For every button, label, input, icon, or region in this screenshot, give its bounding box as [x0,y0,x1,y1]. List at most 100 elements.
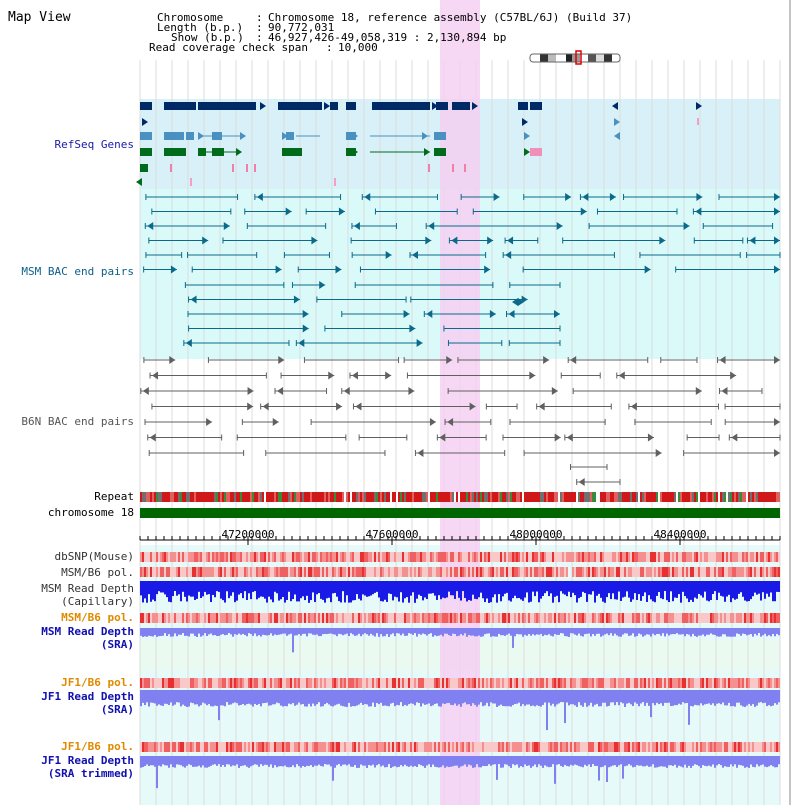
msm-bac-pair-arrow[interactable] [451,236,458,245]
msm-bac-pair-arrow[interactable] [505,251,512,259]
b6n-bac-pair-arrow[interactable] [529,371,536,380]
gene-exon[interactable] [330,102,338,110]
msm-bac-pair-arrow[interactable] [425,236,432,245]
b6n-bac-pair-arrow[interactable] [408,387,415,395]
track-label-b6n-bac[interactable]: B6N BAC end pairs [21,415,134,428]
chromosome-bar[interactable] [140,508,780,518]
b6n-bac-pair-arrow[interactable] [774,418,780,426]
b6n-bac-pair-arrow[interactable] [351,371,358,380]
b6n-bac-pair-arrow[interactable] [262,402,269,411]
msm-bac-pair-arrow[interactable] [556,222,563,230]
b6n-bac-pair-arrow[interactable] [774,356,780,364]
msm-bac-pair-arrow[interactable] [302,324,309,333]
gene-exon[interactable] [286,132,294,140]
gene-strand-arrow[interactable] [424,148,430,156]
msm-bac-pair-arrow[interactable] [659,236,666,245]
gene-strand-arrow[interactable] [282,132,288,140]
gene-strand-arrow[interactable] [352,148,358,156]
track-label-dbsnp[interactable]: dbSNP(Mouse) [54,550,134,563]
highlight-region[interactable] [440,0,480,805]
msm-bac-pair-arrow[interactable] [774,207,780,216]
gene-strand-arrow[interactable] [142,164,148,172]
gene-exon[interactable] [434,148,446,156]
msm-bac-pair-arrow[interactable] [275,265,282,274]
b6n-bac-pair-arrow[interactable] [385,371,392,380]
gene-exon[interactable] [346,132,356,140]
msm-bac-pair-arrow[interactable] [580,207,587,216]
b6n-bac-pair-arrow[interactable] [655,449,662,457]
b6n-bac-pair-arrow[interactable] [695,387,702,395]
b6n-bac-pair-arrow[interactable] [538,402,545,411]
msm-bac-pair-arrow[interactable] [507,236,514,245]
b6n-bac-pair-arrow[interactable] [578,478,585,486]
gene-exon[interactable] [518,102,528,110]
msm-bac-pair-arrow[interactable] [644,265,651,274]
msm-bac-pair-arrow[interactable] [609,193,616,201]
b6n-bac-pair-arrow[interactable] [169,356,176,364]
b6n-bac-pair-arrow[interactable] [551,387,558,395]
track-label-jf1-depth-sra[interactable]: JF1 Read Depth [41,690,134,703]
gene-exon[interactable] [278,102,322,110]
gene-strand-arrow[interactable] [422,132,428,140]
b6n-bac-pair-arrow[interactable] [429,418,436,426]
gene-strand-arrow[interactable] [198,132,204,140]
msm-bac-pair-arrow[interactable] [487,236,494,245]
b6n-bac-pair-arrow[interactable] [336,402,343,411]
gene-strand-arrow[interactable] [136,178,142,186]
gene-exon[interactable] [530,102,542,110]
msm-bac-pair-arrow[interactable] [403,310,410,318]
b6n-bac-pair-arrow[interactable] [149,433,156,442]
msm-bac-pair-arrow[interactable] [774,236,780,245]
msm-bac-pair-arrow[interactable] [426,310,433,318]
b6n-bac-pair-arrow[interactable] [630,402,637,411]
b6n-bac-pair-arrow[interactable] [774,449,780,457]
b6n-bac-pair-arrow[interactable] [446,356,453,364]
gene-exon[interactable] [372,102,430,110]
b6n-bac-pair-arrow[interactable] [152,371,159,380]
gene-strand-arrow[interactable] [612,102,618,110]
gene-exon[interactable] [282,148,302,156]
gene-exon[interactable] [198,148,206,156]
b6n-bac-pair-arrow[interactable] [439,433,446,442]
ideogram-position-marker[interactable] [575,50,582,65]
b6n-bac-pair-arrow[interactable] [247,387,254,395]
b6n-bac-pair-arrow[interactable] [731,433,738,442]
track-label-refseq[interactable]: RefSeq Genes [54,138,134,151]
track-label-jf1-b6-pol-2[interactable]: JF1/B6 pol. [61,740,134,753]
msm-bac-pair-arrow[interactable] [298,339,305,347]
msm-bac-pair-arrow[interactable] [508,310,515,318]
gene-strand-arrow[interactable] [240,132,246,140]
b6n-bac-pair-arrow[interactable] [277,387,284,395]
msm-bac-pair-arrow[interactable] [493,193,500,201]
msm-bac-pair-arrow[interactable] [311,236,318,245]
msm-bac-pair-arrow[interactable] [582,193,589,201]
msm-bac-pair-arrow[interactable] [749,236,756,245]
chromosome-ideogram[interactable] [529,53,621,63]
msm-bac-pair-arrow[interactable] [353,222,360,230]
b6n-bac-pair-arrow[interactable] [278,356,285,364]
gene-exon[interactable] [436,102,448,110]
msm-bac-pair-arrow[interactable] [554,310,560,318]
b6n-bac-pair-arrow[interactable] [570,356,577,364]
msm-bac-pair-arrow[interactable] [202,236,209,245]
gene-strand-arrow[interactable] [352,132,358,140]
b6n-bac-pair-arrow[interactable] [618,371,625,380]
msm-bac-pair-arrow[interactable] [416,339,423,347]
msm-bac-pair-arrow[interactable] [683,222,690,230]
b6n-bac-pair-arrow[interactable] [247,402,254,411]
msm-bac-pair-arrow[interactable] [170,265,177,274]
msm-bac-pair-arrow[interactable] [412,251,419,259]
gene-strand-arrow[interactable] [524,148,530,156]
track-label-msm-b6-pol-1[interactable]: MSM/B6 pol. [61,566,134,579]
msm-bac-pair-arrow[interactable] [428,222,435,230]
gene-strand-arrow[interactable] [696,102,702,110]
track-label-repeat[interactable]: Repeat [94,490,134,503]
b6n-bac-pair-arrow[interactable] [543,356,550,364]
b6n-bac-pair-arrow[interactable] [142,387,149,395]
msm-bac-pair-arrow[interactable] [696,193,703,201]
gene-exon[interactable] [346,102,356,110]
b6n-bac-pair-arrow[interactable] [272,418,279,426]
msm-bac-pair-arrow[interactable] [335,265,342,274]
msm-bac-pair-arrow[interactable] [385,251,392,259]
